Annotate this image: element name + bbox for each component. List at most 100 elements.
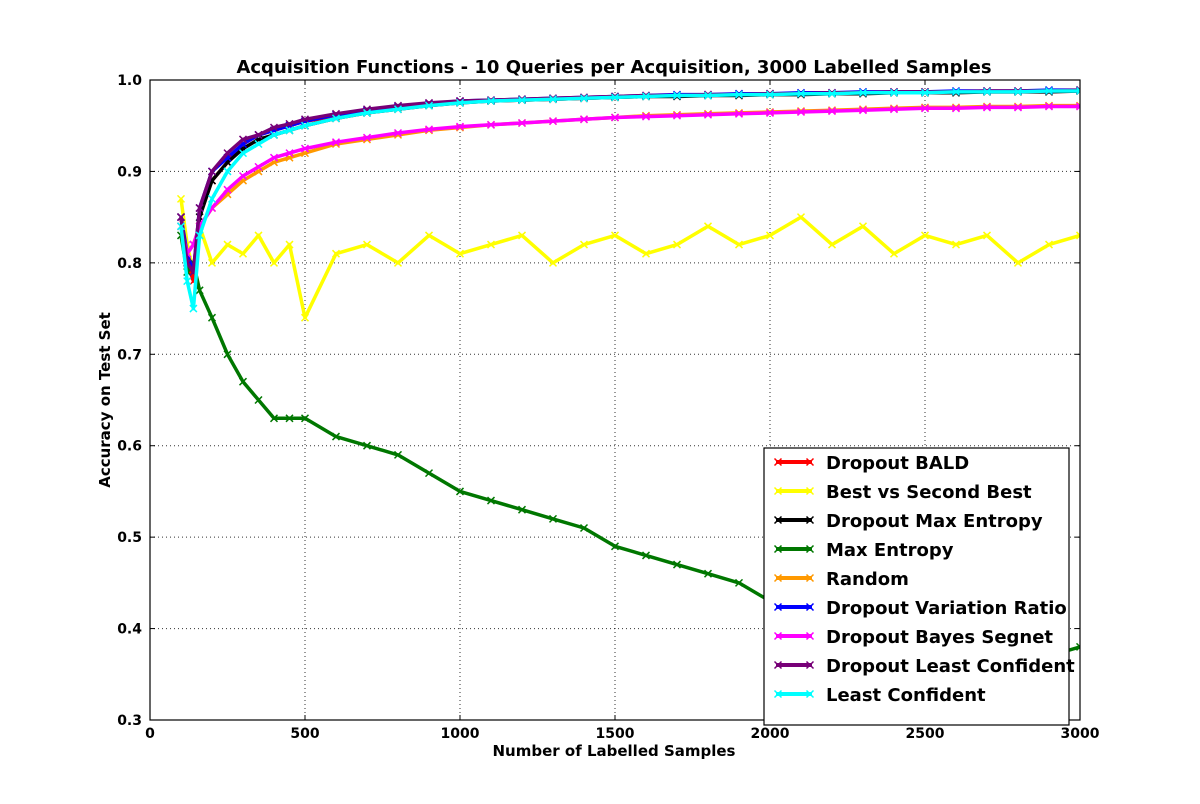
- data-point: [195, 231, 204, 240]
- data-point: [424, 231, 434, 240]
- data-point: [672, 91, 682, 100]
- legend-marker: [805, 689, 815, 699]
- data-point: [610, 231, 620, 240]
- legend-marker: [773, 573, 783, 583]
- data-point: [951, 104, 961, 113]
- data-point: [393, 128, 403, 138]
- legend-marker: [805, 457, 815, 467]
- data-point: [517, 96, 527, 105]
- data-point: [486, 96, 496, 106]
- x-tick-label: 1500: [596, 726, 635, 742]
- data-point: [703, 110, 713, 119]
- data-point: [189, 304, 198, 313]
- legend-marker: [773, 515, 783, 525]
- legend-marker: [805, 486, 815, 496]
- data-point: [455, 122, 465, 131]
- data-point: [195, 286, 204, 295]
- x-tick-label: 1000: [441, 726, 480, 742]
- data-point: [703, 222, 713, 231]
- data-point: [331, 432, 341, 441]
- data-point: [223, 240, 232, 249]
- data-point: [424, 469, 434, 478]
- data-point: [362, 108, 372, 117]
- legend-item-random: Random: [773, 569, 909, 590]
- data-point: [455, 98, 465, 107]
- legend-marker: [805, 631, 815, 641]
- data-point: [331, 114, 341, 123]
- x-tick-label: 2500: [906, 726, 945, 742]
- data-point: [207, 313, 217, 322]
- legend-item-dropout-least-confident: Dropout Least Confident: [773, 656, 1075, 677]
- data-point: [285, 149, 294, 158]
- data-point: [285, 240, 294, 249]
- data-point: [641, 249, 651, 258]
- data-point: [331, 249, 341, 258]
- data-point: [285, 119, 294, 128]
- legend-item-least-confident: Least Confident: [773, 685, 986, 706]
- series-dropout-bayes-segnet: [176, 102, 1080, 258]
- legend-marker: [805, 660, 815, 670]
- legend-marker: [773, 457, 783, 467]
- data-point: [579, 523, 589, 533]
- data-point: [207, 194, 217, 203]
- data-point: [300, 115, 310, 124]
- legend-label: Max Entropy: [826, 540, 954, 561]
- y-tick-label: 0.3: [117, 713, 142, 729]
- x-tick-label: 3000: [1061, 726, 1100, 742]
- data-point: [1013, 87, 1023, 96]
- data-point: [269, 414, 279, 423]
- data-point: [765, 90, 775, 99]
- data-point: [796, 213, 806, 222]
- legend-marker: [773, 602, 783, 612]
- y-tick-label: 0.5: [117, 530, 142, 546]
- data-point: [254, 395, 263, 405]
- legend-label: Dropout Variation Ratio: [826, 598, 1067, 619]
- legend: Dropout BALD Best vs Second Best Dropout M…: [763, 447, 1075, 726]
- data-point: [858, 88, 868, 97]
- data-point: [548, 117, 558, 126]
- grid: [150, 80, 1080, 720]
- x-axis-label: Number of Labelled Samples: [493, 742, 736, 760]
- legend-marker: [773, 486, 783, 496]
- series-line-best-vs-second-best: [179, 198, 1080, 320]
- data-point: [285, 126, 294, 135]
- legend-marker: [805, 515, 815, 525]
- data-point: [734, 109, 744, 118]
- data-point: [269, 130, 279, 139]
- data-point: [393, 450, 403, 459]
- legend-label: Dropout BALD: [826, 453, 969, 474]
- data-point: [254, 130, 263, 139]
- y-tick-label: 0.6: [117, 439, 142, 455]
- legend-item-max-entropy: Max Entropy: [773, 540, 954, 561]
- data-point: [641, 112, 651, 121]
- data-point: [1075, 102, 1080, 111]
- data-point: [393, 105, 403, 114]
- data-point: [223, 185, 232, 194]
- series-line-random: [179, 103, 1080, 256]
- series-best-vs-second-best: [176, 194, 1080, 322]
- legend-marker: [773, 631, 783, 641]
- data-point: [424, 125, 434, 134]
- data-point: [238, 249, 248, 258]
- data-point: [579, 115, 589, 124]
- data-point: [982, 103, 992, 112]
- data-point: [424, 101, 434, 110]
- data-point: [827, 107, 837, 116]
- data-point: [889, 105, 899, 114]
- data-point: [1075, 86, 1080, 96]
- data-point: [223, 167, 232, 176]
- data-point: [920, 88, 930, 97]
- data-point: [982, 87, 992, 96]
- data-point: [1075, 231, 1080, 240]
- data-point: [393, 258, 403, 267]
- legend-item-best-vs-second-best: Best vs Second Best: [773, 482, 1032, 503]
- data-point: [579, 94, 589, 103]
- data-point: [254, 139, 263, 149]
- series-least-confident: [176, 86, 1080, 313]
- data-point: [641, 92, 651, 101]
- data-point: [176, 213, 186, 222]
- data-point: [672, 240, 682, 249]
- data-point: [300, 121, 310, 130]
- legend-item-dropout-variation-ratio: Dropout Variation Ratio: [773, 598, 1067, 619]
- data-point: [765, 108, 775, 117]
